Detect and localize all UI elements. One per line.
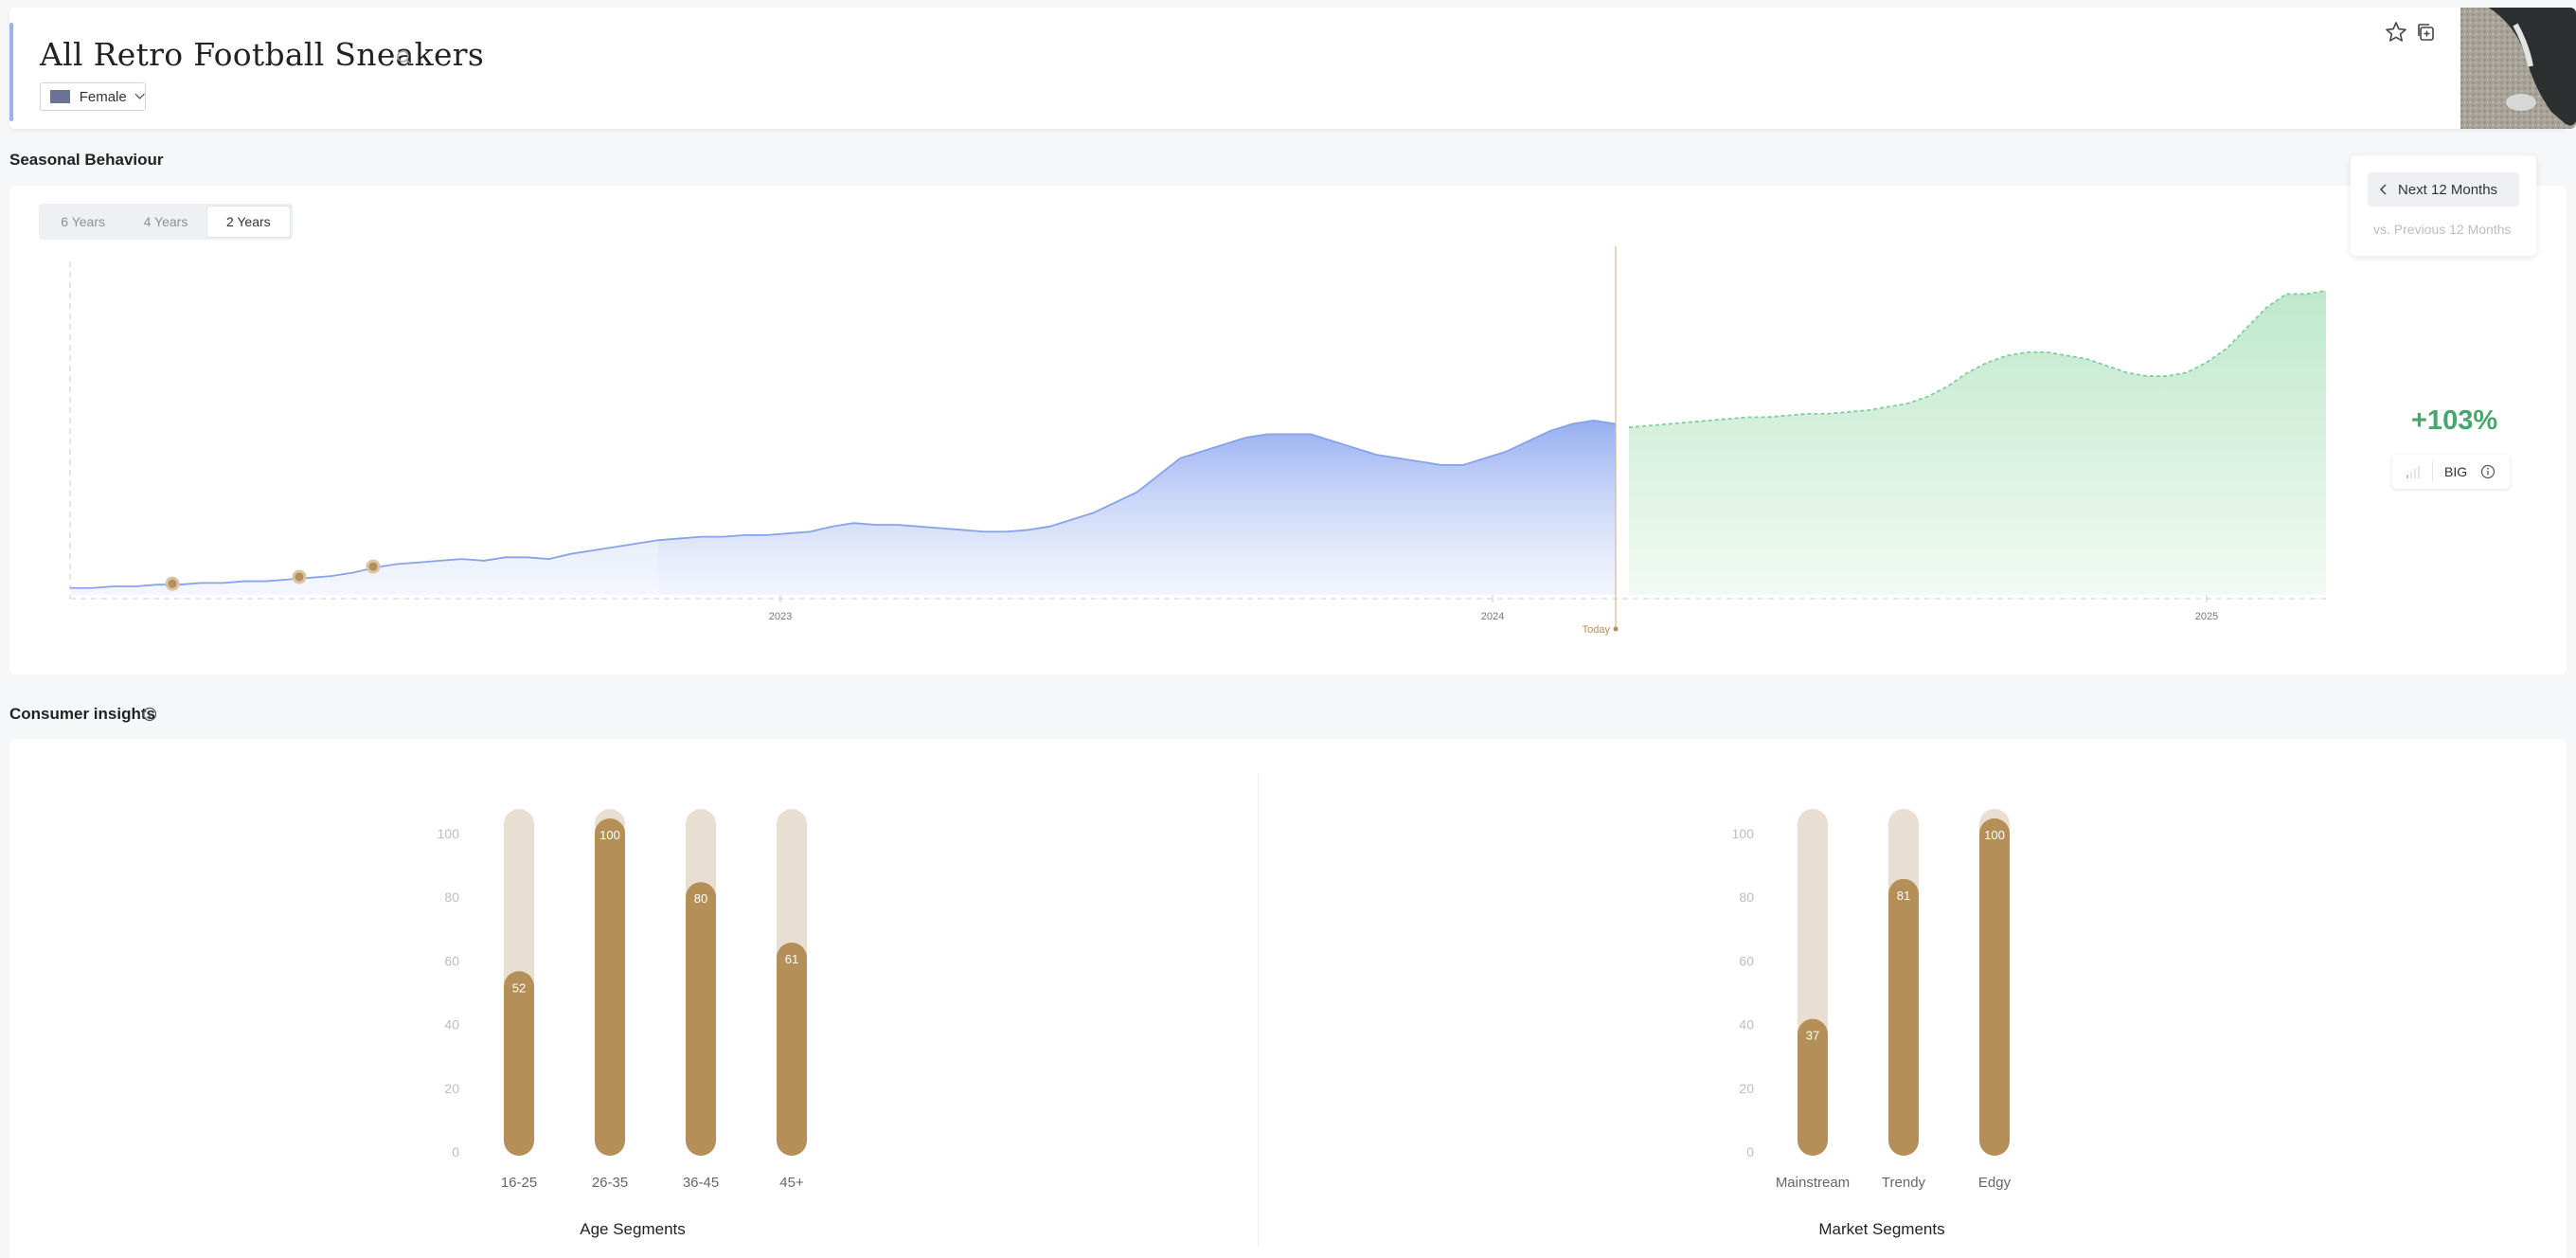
gender-select-value: Female: [79, 88, 127, 105]
product-image[interactable]: [2460, 8, 2576, 129]
age-bar-value: 52: [512, 980, 526, 995]
age-segments-title: Age Segments: [580, 1220, 686, 1238]
next-period-button[interactable]: Next 12 Months: [2368, 172, 2519, 207]
market-bar-value: 81: [1897, 889, 1910, 903]
info-icon[interactable]: [2480, 464, 2496, 479]
market-y-tick: 0: [1746, 1144, 1754, 1159]
age-y-tick: 60: [444, 953, 459, 968]
size-badge: BIG: [2392, 455, 2510, 489]
age-y-tick: 100: [438, 826, 460, 841]
header-accent: [9, 23, 13, 121]
age-category-label: 26-35: [592, 1175, 628, 1191]
gender-select[interactable]: Female: [40, 82, 146, 111]
seasonal-chart: Today 2023 2024 2025: [69, 246, 2327, 636]
age-y-tick: 20: [444, 1081, 459, 1096]
today-label: Today: [1583, 624, 1611, 636]
seasonal-card: 6 Years 4 Years 2 Years Today 2023 2024 20…: [9, 186, 2567, 674]
add-to-collection-icon[interactable]: [2415, 22, 2436, 43]
event-marker-dot: [295, 572, 304, 582]
header-card: All Retro Football Sneakers Female: [9, 8, 2576, 129]
chevron-left-icon: [2379, 184, 2387, 195]
market-category-label: Trendy: [1882, 1175, 1926, 1191]
age-bar[interactable]: [595, 818, 625, 1156]
market-bar[interactable]: [1979, 818, 2010, 1156]
event-marker-dot: [168, 579, 177, 588]
consumer-chart: 100 80 60 40 20 0 52 16-25 100 26-35 80 36-45 61 45+ A…: [438, 809, 2012, 1238]
age-category-label: 16-25: [501, 1175, 537, 1191]
search-icon[interactable]: [396, 49, 413, 66]
history-area-early: [70, 540, 658, 595]
segments-divider: [1258, 773, 1259, 1247]
flag-icon: [50, 90, 70, 103]
event-marker-dot: [368, 562, 378, 571]
seasonal-section-title: Seasonal Behaviour: [9, 151, 164, 169]
comparison-label: vs. Previous 12 Months: [2373, 222, 2512, 237]
page-title: All Retro Football Sneakers: [40, 36, 485, 73]
age-bar[interactable]: [777, 943, 807, 1156]
forecast-line: [1628, 289, 2327, 429]
tab-6-years[interactable]: 6 Years: [61, 214, 106, 229]
tab-4-years[interactable]: 4 Years: [143, 214, 188, 229]
market-y-tick: 100: [1732, 826, 1755, 841]
market-y-tick: 40: [1739, 1017, 1754, 1033]
tab-2-years[interactable]: 2 Years: [206, 207, 290, 237]
age-bar[interactable]: [504, 971, 534, 1156]
growth-value: +103%: [2411, 405, 2498, 436]
consumer-card: 100 80 60 40 20 0 52 16-25 100 26-35 80 36-45 61 45+ A…: [9, 739, 2567, 1258]
next-period-panel: Next 12 Months vs. Previous 12 Months: [2351, 155, 2536, 256]
market-bar-value: 100: [1984, 828, 2005, 842]
age-bar[interactable]: [686, 882, 716, 1156]
age-y-tick: 40: [444, 1017, 459, 1033]
age-y-tick: 0: [452, 1144, 459, 1159]
market-segments-title: Market Segments: [1818, 1220, 1944, 1238]
star-icon[interactable]: [2385, 21, 2407, 44]
badge-divider: [2432, 461, 2433, 482]
market-category-label: Mainstream: [1776, 1175, 1850, 1191]
history-area: [657, 420, 1616, 595]
market-bar-value: 37: [1806, 1029, 1819, 1043]
market-bar[interactable]: [1798, 1018, 1828, 1156]
x-tick-label: 2023: [769, 611, 792, 622]
market-y-tick: 80: [1739, 890, 1754, 905]
age-category-label: 36-45: [683, 1175, 719, 1191]
forecast-area: [1629, 290, 2326, 595]
info-icon[interactable]: [142, 707, 157, 722]
market-y-tick: 20: [1739, 1081, 1754, 1096]
age-bar-value: 61: [785, 952, 798, 966]
signal-bars-icon: [2406, 466, 2420, 478]
age-category-label: 45+: [779, 1175, 804, 1191]
today-dot: [1613, 626, 1619, 632]
market-y-tick: 60: [1739, 953, 1754, 968]
chevron-down-icon: [134, 93, 145, 99]
market-category-label: Edgy: [1978, 1175, 2012, 1191]
x-tick-label: 2024: [1481, 611, 1504, 622]
age-bar-value: 100: [599, 828, 620, 842]
x-tick-label: 2025: [2195, 611, 2218, 622]
market-bar[interactable]: [1888, 878, 1919, 1156]
badge-label: BIG: [2444, 464, 2468, 479]
age-bar-value: 80: [694, 891, 707, 906]
next-period-label: Next 12 Months: [2398, 181, 2498, 198]
range-tabs: 6 Years 4 Years 2 Years: [39, 204, 293, 240]
consumer-section-title: Consumer insights: [9, 705, 155, 723]
history-line: [70, 420, 1617, 589]
age-y-tick: 80: [444, 890, 459, 905]
